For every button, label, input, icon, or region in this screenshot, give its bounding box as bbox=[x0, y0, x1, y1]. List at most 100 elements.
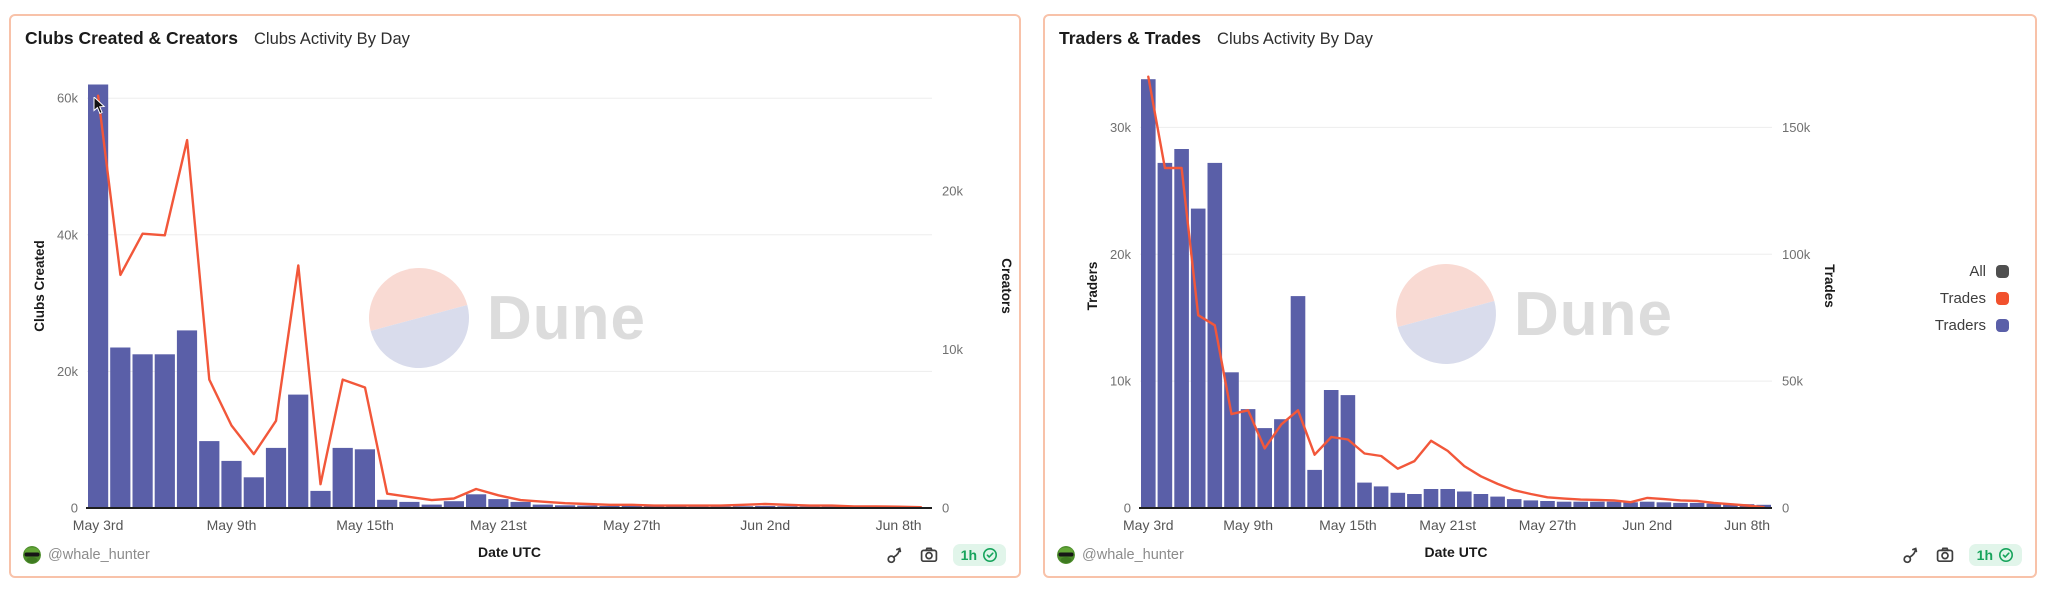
bar[interactable] bbox=[1606, 501, 1622, 508]
author-link[interactable]: @whale_hunter bbox=[1057, 546, 1184, 564]
left-axis-tick: 0 bbox=[1124, 501, 1131, 516]
dune-watermark-text: Dune bbox=[1514, 280, 1673, 349]
bar[interactable] bbox=[1390, 492, 1406, 508]
x-axis-tick: Jun 2nd bbox=[1622, 517, 1672, 533]
bar[interactable] bbox=[1440, 489, 1455, 508]
bar[interactable] bbox=[555, 505, 576, 508]
x-axis-tick: May 27th bbox=[1519, 517, 1577, 533]
bar[interactable] bbox=[221, 460, 242, 508]
bar[interactable] bbox=[243, 477, 264, 508]
x-axis-tick: Jun 8th bbox=[876, 517, 922, 533]
bar[interactable] bbox=[1656, 502, 1672, 508]
right-axis-tick: 100k bbox=[1782, 247, 1811, 262]
screenshot-button[interactable] bbox=[1935, 545, 1955, 565]
bar[interactable] bbox=[1141, 79, 1156, 508]
bar[interactable] bbox=[1639, 501, 1655, 508]
bar[interactable] bbox=[88, 84, 109, 509]
bar[interactable] bbox=[443, 501, 464, 508]
bar[interactable] bbox=[310, 490, 331, 508]
author-avatar bbox=[1057, 546, 1075, 564]
bar[interactable] bbox=[1423, 489, 1439, 508]
line-series[interactable] bbox=[96, 94, 923, 509]
bar[interactable] bbox=[421, 504, 442, 508]
bar[interactable] bbox=[110, 347, 131, 509]
bar[interactable] bbox=[1257, 428, 1272, 508]
dune-watermark-icon bbox=[369, 268, 469, 368]
refresh-status-badge[interactable]: 1h bbox=[1968, 544, 2022, 566]
bar[interactable] bbox=[1157, 162, 1173, 508]
chart-subtitle: Clubs Activity By Day bbox=[1217, 30, 1373, 48]
bar[interactable] bbox=[199, 441, 220, 508]
bar[interactable] bbox=[354, 449, 375, 508]
refresh-status-badge[interactable]: 1h bbox=[952, 544, 1006, 566]
bar[interactable] bbox=[1340, 395, 1356, 508]
bar[interactable] bbox=[377, 499, 398, 508]
bar[interactable] bbox=[466, 494, 487, 508]
author-avatar bbox=[23, 546, 41, 564]
legend-item-trades[interactable]: Trades bbox=[1935, 285, 2009, 312]
x-axis-title: Date UTC bbox=[1424, 544, 1488, 560]
fork-icon bbox=[887, 547, 901, 564]
bar[interactable] bbox=[1689, 502, 1705, 508]
bar[interactable] bbox=[1357, 482, 1372, 508]
bar[interactable] bbox=[1540, 501, 1555, 508]
bar[interactable] bbox=[132, 354, 153, 508]
left-axis-tick: 20k bbox=[57, 364, 78, 379]
bar[interactable] bbox=[1573, 501, 1588, 508]
left-axis-title: Traders bbox=[1085, 262, 1100, 311]
bar[interactable] bbox=[510, 501, 531, 508]
bar[interactable] bbox=[176, 330, 198, 508]
bar[interactable] bbox=[154, 354, 175, 508]
fork-button[interactable] bbox=[885, 545, 905, 565]
page-title: Traders & Trades bbox=[1059, 28, 1202, 48]
x-axis-tick: Jun 8th bbox=[1724, 517, 1770, 533]
bar[interactable] bbox=[288, 394, 309, 508]
mouse-cursor bbox=[93, 97, 106, 115]
screenshot-button[interactable] bbox=[919, 545, 939, 565]
bar[interactable] bbox=[1240, 409, 1256, 508]
bar[interactable] bbox=[1723, 503, 1738, 508]
fork-button[interactable] bbox=[1901, 545, 1921, 565]
legend-item-traders[interactable]: Traders bbox=[1935, 312, 2009, 339]
right-axis-tick: 20k bbox=[942, 183, 963, 198]
bar[interactable] bbox=[399, 501, 420, 508]
bar[interactable] bbox=[532, 504, 553, 508]
line-series[interactable] bbox=[1147, 75, 1765, 509]
bar[interactable] bbox=[1190, 208, 1206, 508]
bar[interactable] bbox=[1373, 486, 1389, 508]
bar[interactable] bbox=[1473, 494, 1489, 508]
bar[interactable] bbox=[1506, 499, 1522, 508]
page-title: Clubs Created & Creators bbox=[25, 28, 238, 48]
bar[interactable] bbox=[1323, 390, 1339, 508]
right-axis-tick: 50k bbox=[1782, 374, 1803, 389]
bar[interactable] bbox=[1706, 503, 1722, 508]
bar[interactable] bbox=[332, 447, 353, 508]
panel-traders-trades: Dune 0 10k 20k 30k 0 50k 100k 150k May 3rd May 9th… bbox=[1043, 14, 2037, 578]
bar[interactable] bbox=[1407, 494, 1422, 508]
bar[interactable] bbox=[577, 505, 598, 508]
x-axis-tick: Jun 2nd bbox=[740, 517, 790, 533]
bar[interactable] bbox=[1274, 419, 1289, 508]
legend-item-all[interactable]: All bbox=[1935, 258, 2009, 285]
bar[interactable] bbox=[265, 447, 287, 508]
bar[interactable] bbox=[1207, 162, 1223, 508]
bar[interactable] bbox=[1523, 500, 1539, 508]
x-axis-tick: May 3rd bbox=[1123, 517, 1174, 533]
bar[interactable] bbox=[1623, 502, 1638, 508]
bar[interactable] bbox=[1174, 149, 1189, 508]
camera-icon bbox=[920, 547, 937, 563]
chart-subtitle: Clubs Activity By Day bbox=[253, 30, 410, 48]
bar[interactable] bbox=[1224, 372, 1239, 508]
bar[interactable] bbox=[1673, 502, 1688, 508]
bar[interactable] bbox=[1590, 501, 1605, 508]
bar[interactable] bbox=[1307, 469, 1322, 508]
bar[interactable] bbox=[1290, 296, 1306, 508]
bar[interactable] bbox=[1457, 491, 1472, 509]
bar[interactable] bbox=[1490, 496, 1505, 508]
panel-header: Clubs Created & Creators Clubs Activity B… bbox=[25, 28, 1005, 49]
author-link[interactable]: @whale_hunter bbox=[23, 546, 150, 564]
bar[interactable] bbox=[1556, 501, 1572, 508]
x-axis-tick: May 27th bbox=[603, 517, 661, 533]
bar[interactable] bbox=[488, 499, 509, 508]
camera-icon bbox=[1936, 547, 1953, 563]
